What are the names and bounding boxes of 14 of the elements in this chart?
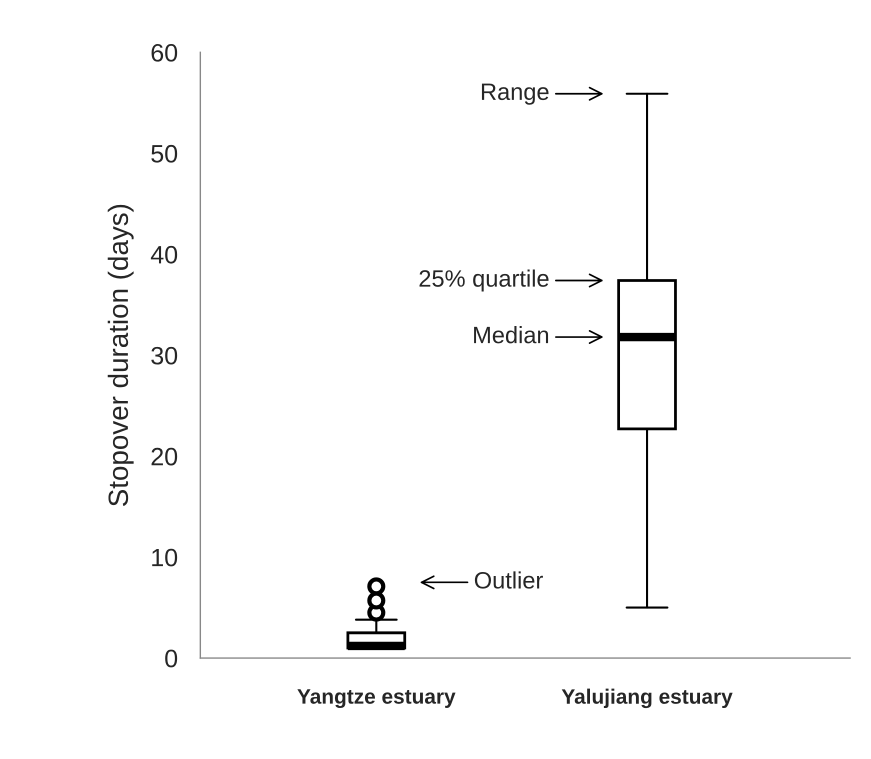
y-tick-label: 60 <box>152 44 178 62</box>
annotation: Median <box>474 326 548 344</box>
y-tick-label: 20 <box>152 448 178 466</box>
y-tick-label: 0 <box>165 650 178 668</box>
y-tick-label: 40 <box>150 246 178 264</box>
x-tick-label: Yangtze estuary <box>297 689 456 708</box>
annotation: 25% quartile <box>420 270 549 292</box>
y-tick-label: 30 <box>151 346 178 365</box>
x-tick-label: Yalujiang estuary <box>562 688 733 708</box>
y-tick-label: 10 <box>152 548 178 566</box>
annotation: Range <box>482 84 549 105</box>
y-axis-title: Stopover duration (days) <box>108 204 134 506</box>
y-tick-label: 50 <box>151 144 178 163</box>
annotation: Outlier <box>474 571 543 589</box>
